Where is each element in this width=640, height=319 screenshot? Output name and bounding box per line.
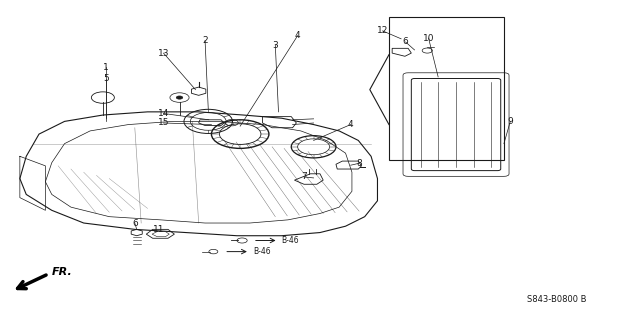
Text: FR.: FR. [52, 267, 72, 277]
Text: 1: 1 [103, 63, 109, 72]
Circle shape [176, 96, 182, 99]
Text: 10: 10 [423, 34, 435, 43]
Text: 8: 8 [356, 159, 362, 168]
Text: 5: 5 [103, 74, 109, 83]
Text: S843-B0800 B: S843-B0800 B [527, 295, 586, 304]
Text: 6: 6 [403, 38, 408, 47]
Text: 4: 4 [295, 31, 300, 40]
Text: 15: 15 [158, 118, 170, 128]
Text: B-46: B-46 [282, 236, 300, 245]
Text: 7: 7 [301, 173, 307, 182]
Text: 9: 9 [508, 117, 513, 126]
Text: 2: 2 [202, 36, 208, 45]
Text: 4: 4 [348, 120, 353, 129]
Text: 6: 6 [132, 219, 138, 227]
Text: 13: 13 [158, 48, 170, 58]
Text: 11: 11 [154, 225, 165, 234]
Text: 12: 12 [377, 26, 388, 35]
Text: 14: 14 [158, 109, 169, 118]
Text: B-46: B-46 [253, 247, 271, 256]
Text: 3: 3 [273, 41, 278, 50]
